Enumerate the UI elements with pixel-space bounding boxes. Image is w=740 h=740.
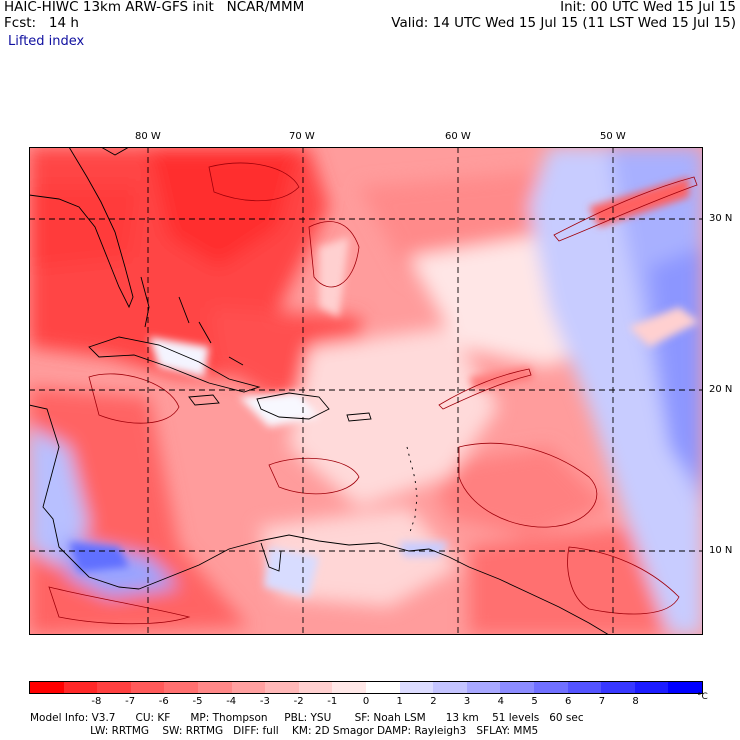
coastlines [29,147,610,635]
contour-line [567,546,680,615]
colorbar-tick-label: 4 [497,696,504,707]
model-info-line1: Model Info: V3.7 CU: KF MP: Thompson PBL… [30,712,584,724]
hispaniola-coast [256,392,330,420]
colorbar-swatch [466,682,501,693]
colorbar-swatch [433,682,467,693]
colorbar-tick-label: 3 [463,696,471,707]
jamaica-coast [188,394,220,406]
model-title: HAIC-HIWC 13km ARW-GFS init NCAR/MMM [4,0,305,15]
contour-line [48,586,191,625]
field-name: Lifted index [8,34,85,49]
valid-time: Valid: 14 UTC Wed 15 Jul 15 (11 LST Wed … [391,15,736,31]
lake-maracaibo [260,542,282,572]
contour-line [308,221,360,288]
lon-label-70w: 70 W [289,131,315,142]
colorbar-swatch [399,682,434,693]
cuba-coast [88,336,261,393]
colorbar-tick-label: -7 [125,696,136,707]
colorbar-tick-label: -2 [293,696,304,707]
contour-line [553,176,698,242]
colorbar-swatch [130,682,165,693]
colorbar-swatch [668,682,702,693]
latlon-grid [29,147,703,635]
zero-contours [48,162,698,625]
colorbar-swatch [197,682,232,693]
us-east-coast [100,147,130,156]
colorbar-swatch [533,682,568,693]
colorbar-swatch [365,682,400,693]
colorbar-tick-label: 2 [430,696,437,707]
contour-line [458,442,598,528]
colorbar-swatch [601,682,635,693]
colorbar-swatch [30,682,64,693]
bahamas-islands [140,276,244,366]
colorbar-swatch [567,682,602,693]
colorbar [29,681,703,694]
colorbar-tick-label: 0 [362,696,370,707]
colorbar-swatch [634,682,669,693]
colorbar-tick-label: 7 [598,696,606,707]
forecast-hour: Fcst: 14 h [4,15,79,31]
colorbar-tick-label: -5 [192,696,203,707]
colorbar-swatch [298,682,333,693]
colorbar-tick-label: 6 [565,696,572,707]
model-info-line2: LW: RRTMG SW: RRTMG DIFF: full KM: 2D Sm… [30,725,539,737]
central-america-coast [29,404,140,590]
colorbar-tick-label: 8 [632,696,639,707]
colorbar-tick-label: 1 [396,696,403,707]
florida-coast [29,147,134,309]
contour-line [208,162,300,202]
colorbar-swatch [332,682,366,693]
colorbar-tick-label: -4 [226,696,237,707]
colorbar-swatch [164,682,198,693]
lon-label-50w: 50 W [600,131,626,142]
contour-line [268,457,360,495]
colorbar-swatch [231,682,266,693]
colorbar-tick-label: -1 [327,696,338,707]
colorbar-labels: -8 -7 -6 -5 -4 -3 -2 -1 0 1 2 3 4 5 6 7 8 [29,696,703,708]
lat-label-30n: 30 N [709,213,733,224]
colorbar-tick-label: 5 [531,696,538,707]
colorbar-swatch [97,682,131,693]
lesser-antilles [406,446,418,536]
contour-line [88,373,180,424]
puerto-rico-coast [346,412,372,422]
lon-label-80w: 80 W [135,131,161,142]
colorbar-tick-label: -3 [259,696,270,707]
map-frame [29,147,703,635]
lon-label-60w: 60 W [445,131,471,142]
colorbar-tick-label: -6 [158,696,169,707]
lifted-index-map [29,147,703,635]
colorbar-swatch [265,682,299,693]
map-canvas [29,147,703,635]
colorbar-unit: °C [697,692,708,702]
colorbar-tick-label: -8 [91,696,102,707]
field-fill [29,147,703,635]
contour-line [438,368,532,410]
lat-label-20n: 20 N [709,384,733,395]
colorbar-swatch [63,682,98,693]
lat-label-10n: 10 N [709,545,733,556]
south-america-coast [138,534,610,635]
init-time: Init: 00 UTC Wed 15 Jul 15 [560,0,736,15]
colorbar-swatch [500,682,534,693]
